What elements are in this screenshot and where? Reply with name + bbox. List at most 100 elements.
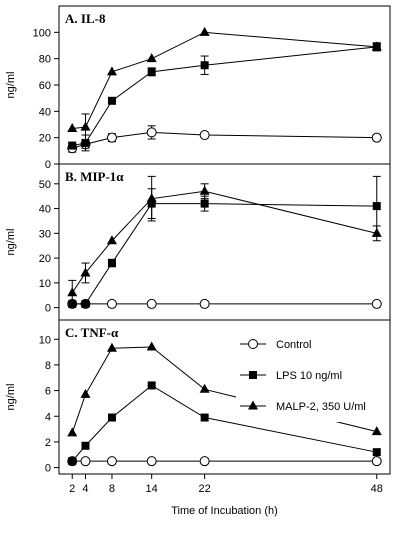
data-point [68, 141, 77, 150]
series-line [72, 31, 377, 129]
legend-marker-filled-triangle [248, 400, 258, 410]
data-point [199, 456, 210, 467]
series-open-circle [67, 456, 382, 467]
data-point [371, 132, 382, 143]
data-point [80, 267, 91, 277]
y-axis-label: ng/ml [5, 229, 17, 256]
panel-title: C. TNF-α [65, 325, 119, 340]
data-point [81, 299, 90, 308]
series-filled-triangle [67, 175, 382, 306]
series-line [71, 346, 377, 434]
series-open-circle [67, 125, 382, 154]
data-point [199, 26, 210, 36]
y-axis-label: ng/ml [5, 384, 17, 411]
y-tick-label: 40 [39, 204, 51, 216]
data-point [146, 53, 157, 63]
data-point [199, 298, 210, 309]
data-point [106, 298, 117, 309]
y-tick-label: 20 [39, 253, 51, 265]
panel-title: B. MIP-1α [65, 169, 124, 184]
data-point [81, 138, 90, 147]
data-point [200, 413, 209, 422]
data-point [106, 132, 117, 143]
y-tick-label: 6 [45, 386, 51, 398]
data-point [146, 341, 157, 351]
y-tick-label: 0 [45, 303, 51, 315]
y-tick-label: 30 [39, 228, 51, 240]
data-point [371, 227, 382, 237]
data-point [147, 381, 156, 390]
data-point [199, 130, 210, 141]
data-point [106, 235, 117, 245]
x-tick-label: 48 [371, 483, 383, 495]
x-tick-label: 22 [199, 483, 211, 495]
data-point [80, 456, 91, 467]
legend-marker-filled-square [249, 371, 257, 379]
series-line [72, 131, 377, 149]
legend-label: Control [276, 339, 311, 351]
data-point [67, 122, 78, 132]
data-point [200, 61, 209, 70]
x-tick-label: 14 [146, 483, 158, 495]
series-filled-square [68, 381, 381, 466]
x-axis-label: Time of Incubation (h) [171, 505, 278, 517]
y-tick-label: 2 [45, 437, 51, 449]
y-tick-label: 20 [39, 133, 51, 145]
y-tick-label: 40 [39, 106, 51, 118]
legend-marker-open-circle [248, 339, 258, 349]
data-point [107, 413, 116, 422]
legend: Control LPS 10 ng/ml MALP-2, 350 U/ml [236, 330, 386, 422]
data-point [106, 342, 117, 352]
x-tick-label: 8 [109, 483, 115, 495]
panel-title: A. IL-8 [65, 11, 106, 26]
x-tick-label: 2 [69, 483, 75, 495]
data-point [372, 448, 381, 457]
data-point [146, 298, 157, 309]
y-tick-label: 60 [39, 80, 51, 92]
y-tick-label: 10 [39, 278, 51, 290]
y-tick-label: 50 [39, 179, 51, 191]
series-line [71, 190, 377, 294]
data-point [372, 202, 381, 211]
legend-box [236, 330, 386, 422]
series-filled-triangle [67, 341, 382, 437]
data-point [371, 298, 382, 309]
series-line [72, 203, 377, 305]
series-open-circle [67, 298, 382, 309]
data-point [199, 383, 210, 393]
series-filled-triangle [67, 26, 382, 141]
plot-frame [58, 319, 391, 475]
y-tick-label: 80 [39, 54, 51, 66]
data-point [106, 456, 117, 467]
legend-label: LPS 10 ng/ml [276, 370, 342, 382]
series-line [72, 46, 377, 147]
data-point [147, 67, 156, 76]
data-point [107, 259, 116, 268]
data-point [146, 127, 157, 138]
y-tick-label: 8 [45, 360, 51, 372]
y-tick-label: 0 [45, 463, 51, 475]
data-point [68, 457, 77, 466]
y-axis-label: ng/ml [5, 72, 17, 99]
x-tick-label: 4 [82, 483, 88, 495]
data-point [80, 121, 91, 131]
panel-2: B. MIP-1α 0 10 20 30 40 50 ng/ml [5, 163, 391, 321]
data-point [199, 185, 210, 195]
data-point [146, 193, 157, 203]
data-point [146, 456, 157, 467]
data-point [80, 388, 91, 398]
data-point [106, 66, 117, 76]
y-tick-label: 4 [45, 411, 51, 423]
y-tick-label: 10 [39, 334, 51, 346]
y-tick-label: 100 [33, 27, 51, 39]
data-point [107, 96, 116, 105]
data-point [67, 287, 78, 297]
legend-label: MALP-2, 350 U/ml [276, 401, 366, 413]
data-point [371, 41, 382, 51]
panel-1: A. IL-8 0 20 40 60 80 100 ng/ml [5, 5, 391, 171]
data-point [67, 427, 78, 437]
data-point [371, 426, 382, 436]
data-point [81, 441, 90, 450]
